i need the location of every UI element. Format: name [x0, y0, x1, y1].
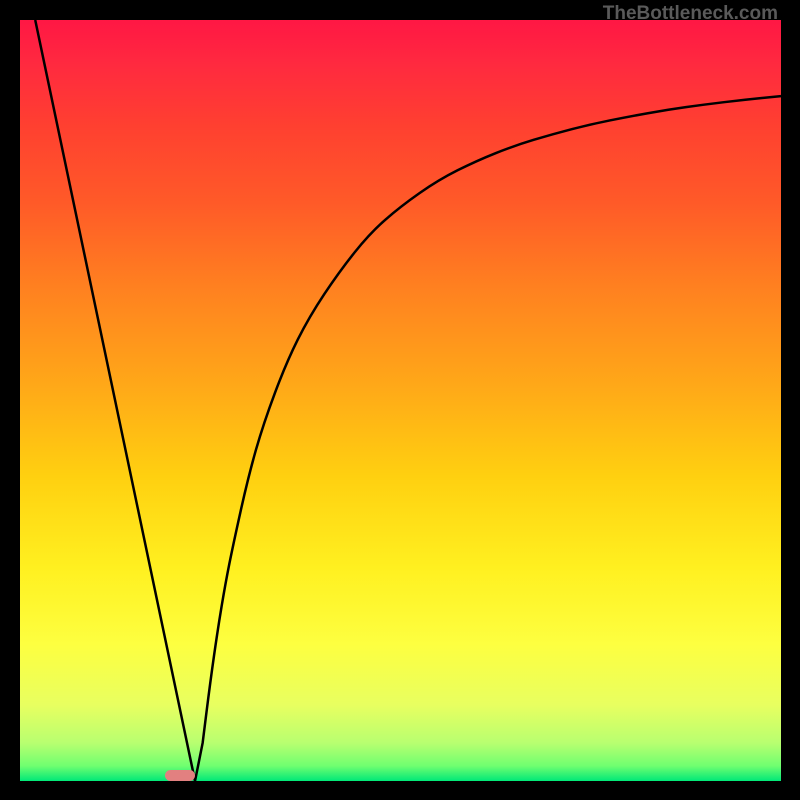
- optimal-marker: [165, 770, 195, 781]
- chart-area: [20, 20, 781, 781]
- bottleneck-curve: [20, 20, 781, 781]
- watermark-text: TheBottleneck.com: [603, 3, 778, 25]
